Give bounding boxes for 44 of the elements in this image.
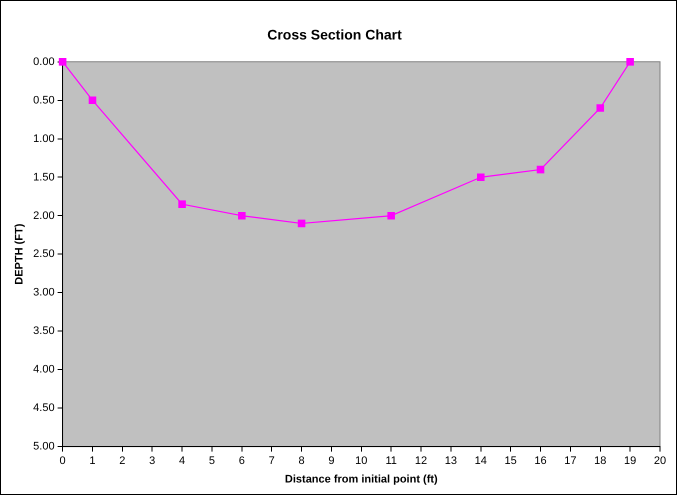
y-tick-label: 0.00: [33, 56, 55, 68]
x-tick-label: 18: [594, 455, 606, 468]
point: [477, 173, 485, 182]
chart-title: Cross Section Chart: [267, 26, 402, 42]
x-tick-label: 15: [504, 455, 517, 468]
x-tick-label: 5: [208, 455, 216, 468]
x-tick-label: 9: [328, 455, 334, 468]
x-tick-label: 11: [385, 455, 397, 468]
x-tick-label: 19: [624, 455, 636, 468]
x-tick-label: 6: [238, 455, 245, 468]
x-tick-label: 16: [534, 455, 547, 468]
x-tick-label: 0: [60, 455, 66, 468]
x-tick-label: 3: [149, 455, 156, 468]
x-tick-label: 10: [355, 455, 368, 468]
point: [626, 58, 634, 66]
y-tick-label: 1.00: [33, 132, 55, 145]
x-tick-label: 2: [119, 455, 126, 468]
x-tick-label: 20: [654, 455, 666, 468]
point: [238, 212, 246, 220]
point: [536, 166, 544, 174]
y-tick-label: 2.00: [33, 210, 55, 222]
x-tick-label: 4: [179, 455, 186, 468]
y-tick-label: 3.00: [33, 286, 55, 299]
y-tick-label: 4.50: [33, 402, 55, 414]
point: [88, 96, 96, 104]
y-tick-label: 3.50: [33, 325, 55, 338]
x-tick-label: 14: [474, 455, 487, 468]
point: [596, 104, 604, 112]
y-axis-title: DEPTH (FT): [14, 223, 26, 285]
y-tick-label: 0.50: [33, 94, 55, 106]
y-tick-label: 1.50: [33, 171, 55, 184]
x-axis-title: Distance from initial point (ft): [284, 473, 438, 486]
x-tick-label: 12: [414, 455, 428, 468]
x-tick-label: 13: [444, 455, 458, 468]
y-tick-label: 4.00: [33, 364, 55, 376]
point: [387, 212, 395, 220]
point: [298, 220, 306, 228]
x-tick-label: 1: [89, 455, 96, 468]
x-tick-label: 17: [564, 455, 577, 468]
x-tick-label: 8: [298, 455, 305, 468]
y-tick-label: 5.00: [33, 440, 55, 453]
point: [178, 200, 186, 208]
y-tick-label: 2.50: [33, 248, 55, 260]
x-tick-label: 7: [268, 455, 275, 468]
